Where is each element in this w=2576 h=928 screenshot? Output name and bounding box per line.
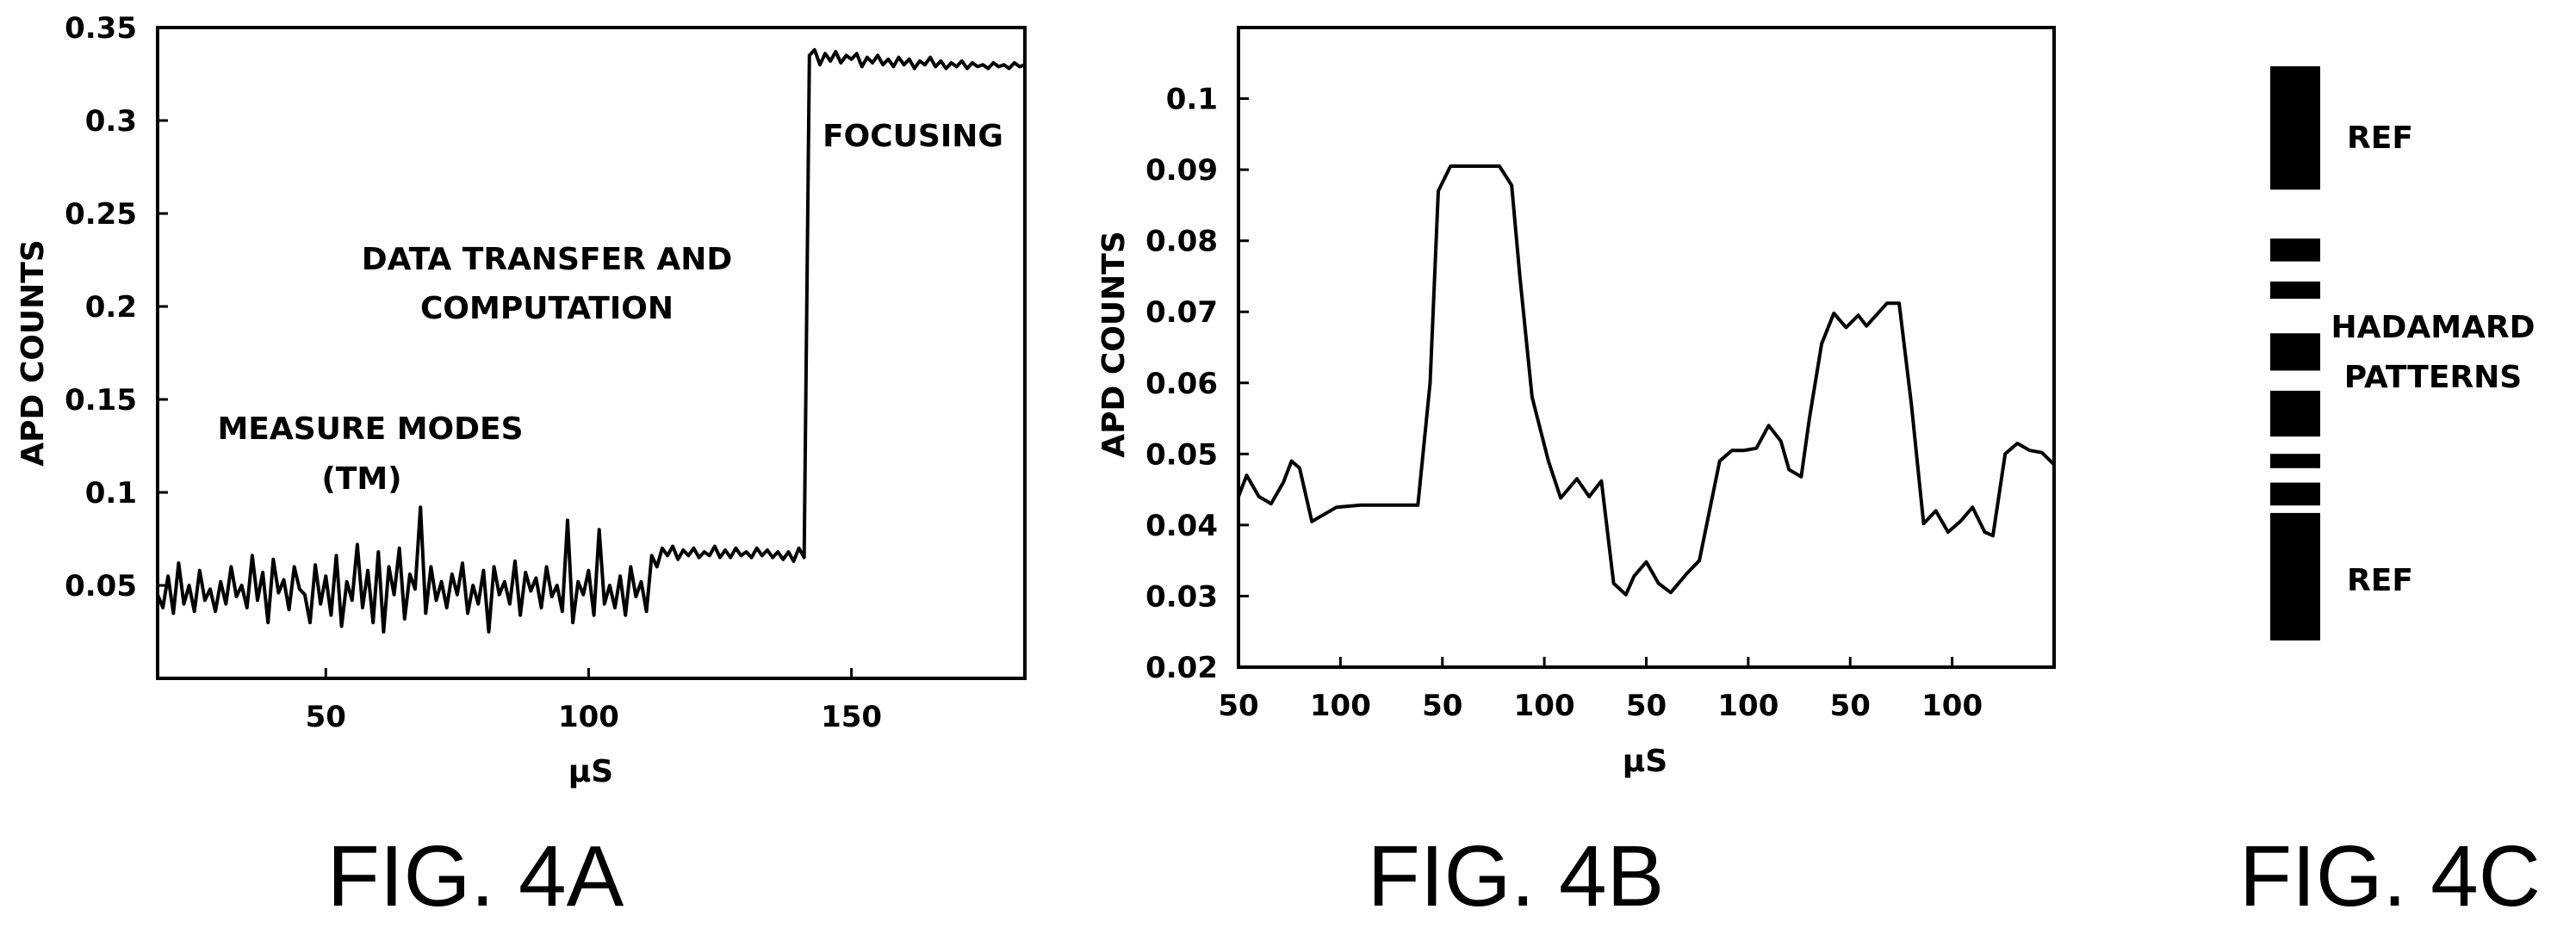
fig4c-pattern-white-band [2270,299,2320,334]
fig4c-pattern-black-band [2270,454,2320,468]
fig4c-pattern-white-band [2270,189,2320,239]
fig4b-x-axis-label: µS [1623,744,1667,779]
fig4b-y-tick-label: 0.08 [1145,225,1218,259]
fig4b-axis-ticks: 0.02 0.03 0.04 0.05 0.06 0.07 0.08 0.09 0.1 50 100… [1145,83,2056,723]
fig4b-panel: 0.02 0.03 0.04 0.05 0.06 0.07 0.08 0.09 0.1 50 100… [1096,26,2056,925]
fig4a-x-axis-label: µS [568,754,613,789]
fig4a-y-tick-label: 0.3 [85,104,137,139]
fig4a-annotation-data-transfer-line1: DATA TRANSFER AND [362,242,733,277]
fig4a-annotation-measure-modes-line2: (TM) [321,461,401,497]
fig4a-annotation-focusing: FOCUSING [822,119,1003,154]
fig4a-y-tick-label: 0.2 [85,290,137,325]
fig4b-y-tick-label: 0.05 [1145,437,1218,472]
fig4c-caption: FIG. 4C [2239,828,2541,925]
fig4a-x-tick-label: 100 [558,700,619,734]
fig4c-pattern-white-band [2270,370,2320,391]
fig4b-x-tick-label: 50 [1218,689,1258,723]
fig4c-panel: REF HADAMARD PATTERNS REF FIG. 4C [2239,66,2541,925]
fig4c-pattern-black-band [2270,390,2320,437]
fig4b-y-tick-label: 0.06 [1145,367,1218,401]
fig4c-label-ref-top: REF [2347,121,2413,156]
fig4c-pattern-black-band [2270,66,2320,190]
fig4a-y-axis-label: APD COUNTS [16,239,51,467]
fig4b-y-tick-label: 0.07 [1145,295,1218,330]
fig4c-pattern-white-band [2270,436,2320,455]
fig4b-x-tick-label: 50 [1830,689,1871,723]
fig4b-caption: FIG. 4B [1368,828,1665,925]
fig4c-pattern-black-band [2270,281,2320,300]
fig4a-annotation-data-transfer-line2: COMPUTATION [420,291,673,326]
fig4a-y-tick-label: 0.1 [85,476,137,510]
fig4a-x-tick-label: 150 [821,700,882,734]
fig4c-pattern-black-band [2270,333,2320,371]
fig4c-pattern-black-band [2270,512,2320,640]
fig4a-y-tick-label: 0.25 [65,197,137,232]
fig4c-pattern-black-band [2270,238,2320,262]
fig4a-y-tick-label: 0.35 [65,11,137,46]
fig4b-x-tick-label: 100 [1717,689,1778,723]
fig4c-pattern-white-band [2270,261,2320,282]
fig4a-series-line [156,47,1027,634]
fig4a-y-tick-label: 0.15 [65,383,137,418]
fig4b-plot-frame [1237,26,2056,669]
fig4a-caption: FIG. 4A [327,828,624,925]
fig4b-y-tick-label: 0.03 [1145,579,1218,614]
fig4b-x-tick-label: 50 [1422,689,1462,723]
fig4a-axis-ticks: 0.05 0.1 0.15 0.2 0.25 0.3 0.35 50 100 150 [65,11,882,734]
fig4b-y-axis-label: APD COUNTS [1096,231,1132,458]
fig4c-pattern-white-band [2270,467,2320,483]
fig4c-pattern-white-band [2270,505,2320,513]
fig4a-y-tick-label: 0.05 [65,569,137,603]
fig4b-x-tick-label: 50 [1626,689,1667,723]
fig4b-x-tick-label: 100 [1921,689,1983,723]
fig4a-panel: 0.05 0.1 0.15 0.2 0.25 0.3 0.35 50 100 150 DATA T… [16,11,1027,925]
fig4a-annotation-measure-modes-line1: MEASURE MODES [217,411,523,447]
fig4c-pattern-strip [2270,66,2320,640]
fig4b-y-tick-label: 0.09 [1145,153,1218,188]
fig4c-label-hadamard-line1: HADAMARD [2331,310,2535,345]
fig4b-y-tick-label: 0.1 [1166,83,1218,117]
fig4b-y-tick-label: 0.02 [1145,651,1218,685]
fig4c-label-ref-bottom: REF [2347,563,2413,598]
fig4c-pattern-black-band [2270,482,2320,506]
fig4c-label-hadamard-line2: PATTERNS [2344,360,2522,395]
fig4b-x-tick-label: 100 [1310,689,1371,723]
fig4b-y-tick-label: 0.04 [1145,509,1218,543]
fig4b-series-line [1237,164,2056,597]
fig4a-x-tick-label: 50 [306,700,346,734]
fig4b-x-tick-label: 100 [1514,689,1575,723]
fig4a-plot-frame [156,26,1027,680]
